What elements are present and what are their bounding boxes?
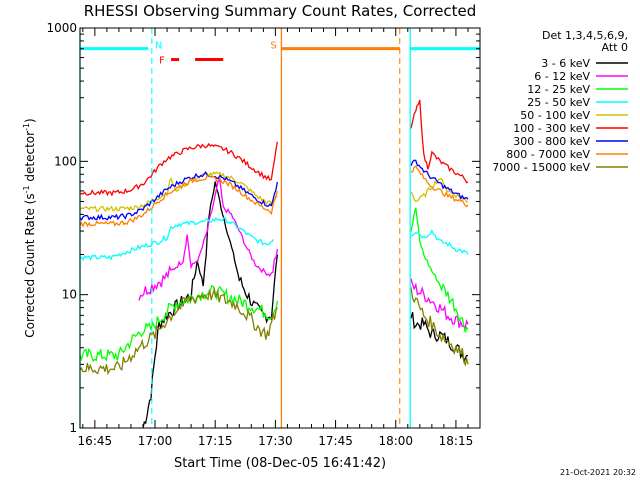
- legend-label: 800 - 7000 keV: [506, 148, 590, 161]
- x-axis-label: Start Time (08-Dec-05 16:41:42): [174, 456, 386, 471]
- series-line-3: [79, 216, 274, 262]
- legend-label: 300 - 800 keV: [513, 135, 590, 148]
- legend-title: Det 1,3,4,5,6,9,: [542, 29, 628, 42]
- x-tick-label: 17:00: [138, 434, 173, 448]
- x-tick-label: 17:15: [198, 434, 233, 448]
- series-line-5: [410, 99, 469, 184]
- plot-frame: [79, 27, 481, 429]
- y-axis-label-part: ): [23, 118, 37, 123]
- legend-label: 50 - 100 keV: [520, 109, 590, 122]
- series-line-7: [79, 175, 279, 228]
- x-tick-label: 17:30: [258, 434, 293, 448]
- x-tick-label: 18:00: [378, 434, 413, 448]
- legend-label: 6 - 12 keV: [534, 70, 590, 83]
- flag-label-F: F: [159, 56, 165, 67]
- chart-title: RHESSI Observing Summary Count Rates, Co…: [84, 2, 477, 20]
- series-line-2: [410, 207, 469, 333]
- series-line-1: [410, 278, 469, 330]
- series-line-0: [142, 181, 279, 429]
- y-axis-label: Corrected Count Rate (s-1 detector-1): [22, 118, 37, 337]
- plot-area: NF S 1 10 100 1000 16:45 17:00 17:15 17:30 17:45 18…: [46, 21, 481, 448]
- x-tick-label: 16:45: [78, 434, 113, 448]
- legend-label: 3 - 6 keV: [541, 57, 590, 70]
- series-line-8: [79, 287, 278, 376]
- flag-label-N: N: [155, 41, 162, 52]
- legend-label: 100 - 300 keV: [513, 122, 590, 135]
- series-line-7: [411, 165, 469, 208]
- legend-label: 12 - 25 keV: [527, 83, 590, 96]
- y-tick-label: 100: [54, 154, 77, 168]
- series-line-4: [410, 177, 469, 203]
- legend-label: 7000 - 15000 keV: [492, 161, 590, 174]
- series-line-0: [410, 312, 469, 364]
- series-line-8: [410, 287, 469, 368]
- legend-title: Att 0: [602, 41, 628, 54]
- y-tick-label: 10: [62, 288, 77, 302]
- series-line-4: [79, 171, 278, 212]
- flag-label-S: S: [270, 41, 276, 52]
- y-tick-label: 1: [69, 421, 77, 435]
- series-line-2: [79, 284, 279, 363]
- series-line-6: [410, 159, 469, 200]
- y-axis-label-sup: -1: [22, 185, 31, 193]
- series-line-3: [410, 229, 469, 255]
- y-axis-label-part: Corrected Count Rate (s: [23, 193, 37, 337]
- x-tick-label: 18:15: [439, 434, 474, 448]
- timestamp: 21-Oct-2021 20:32: [560, 468, 636, 477]
- y-tick-label: 1000: [46, 21, 77, 35]
- series-line-1: [138, 177, 279, 301]
- legend-label: 25 - 50 keV: [527, 96, 590, 109]
- series-line-6: [79, 170, 279, 221]
- series-line-5: [79, 141, 279, 197]
- y-axis-label-part: detector: [23, 131, 37, 186]
- y-axis-label-sup: -1: [22, 123, 31, 131]
- x-tick-label: 17:45: [318, 434, 353, 448]
